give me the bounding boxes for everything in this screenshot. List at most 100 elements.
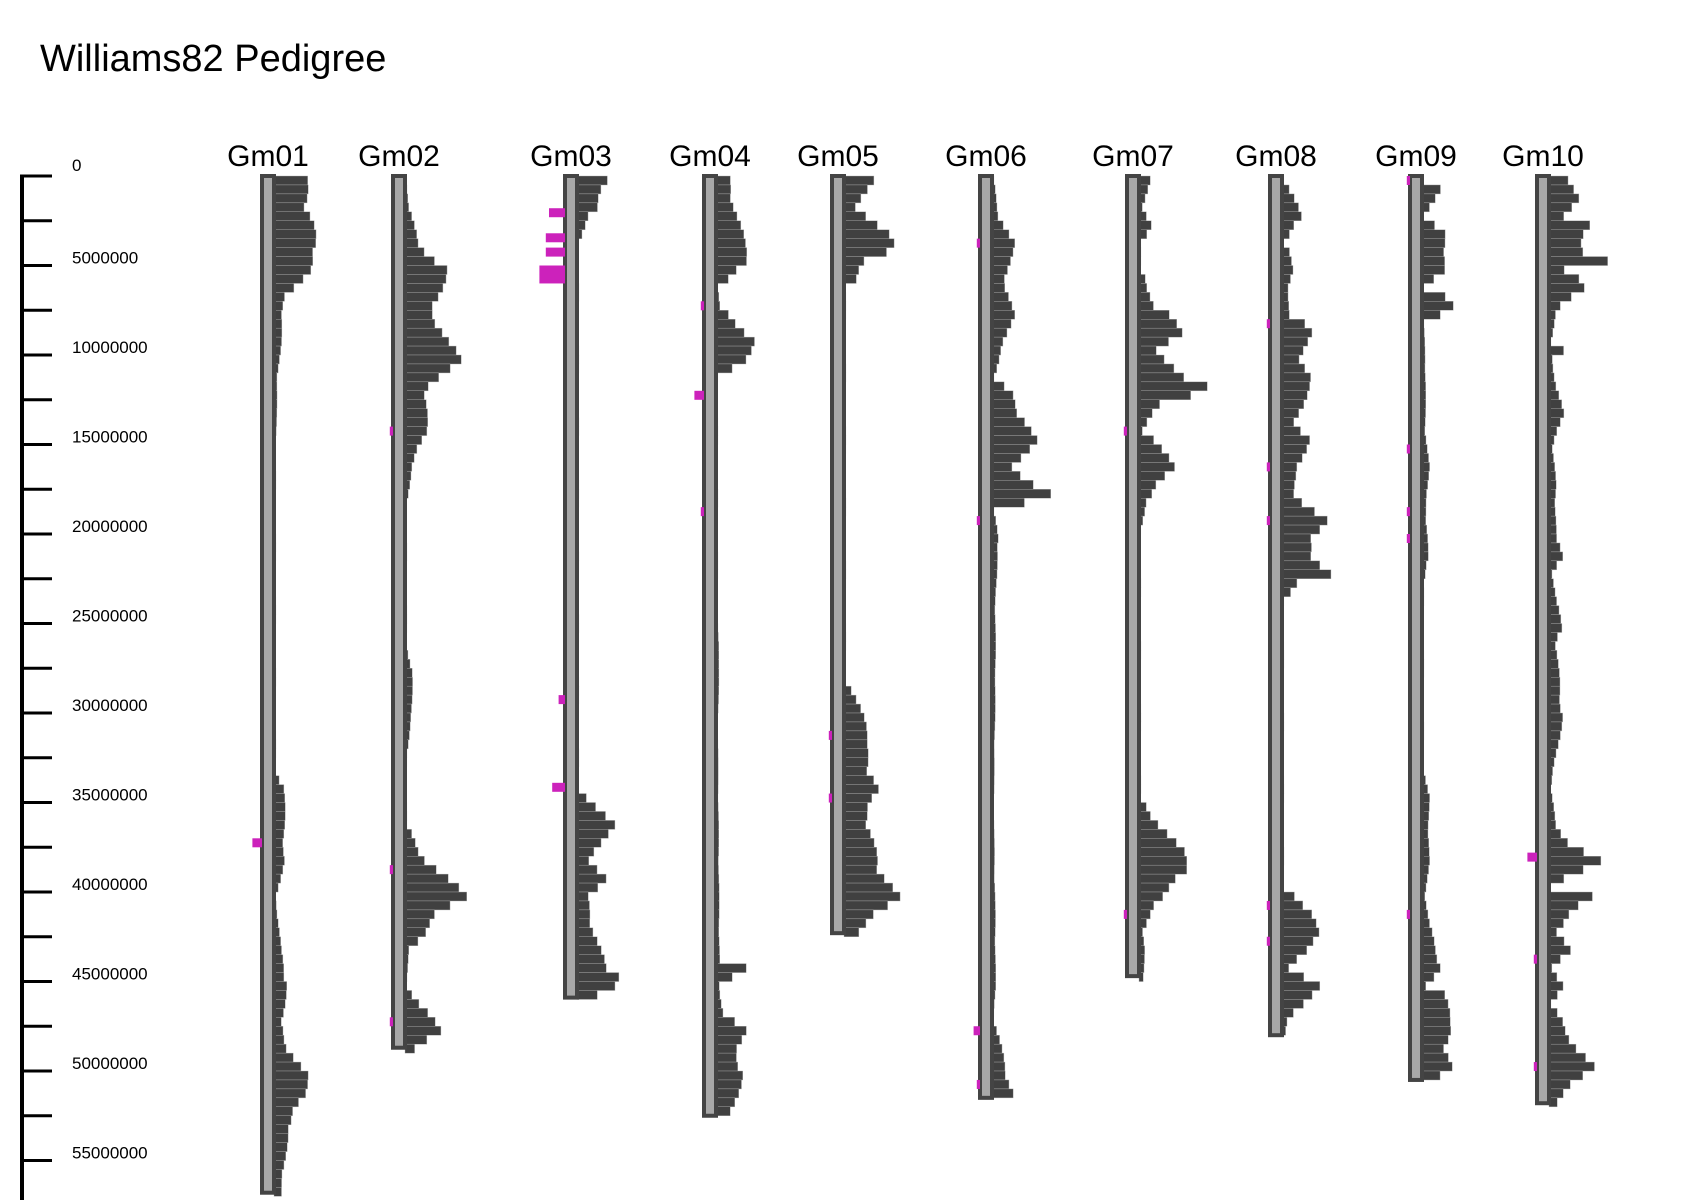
right-density-bar bbox=[843, 909, 874, 920]
left-density-bar bbox=[545, 247, 565, 257]
right-density-bar bbox=[1281, 336, 1309, 347]
right-density-bar bbox=[404, 256, 435, 266]
right-density-bar bbox=[991, 256, 1011, 266]
right-density-bar bbox=[715, 256, 747, 266]
right-density-bar bbox=[843, 211, 866, 222]
right-density-bar bbox=[404, 882, 460, 893]
right-density-bar bbox=[1548, 283, 1585, 293]
right-density-bar bbox=[843, 793, 872, 803]
right-density-bar bbox=[273, 211, 311, 222]
left-density-bar bbox=[1406, 909, 1410, 919]
right-density-bar bbox=[843, 847, 877, 857]
right-density-bar bbox=[1281, 319, 1305, 329]
y-tick-label: 20000000 bbox=[72, 517, 148, 536]
y-tick-label: 15000000 bbox=[72, 428, 148, 447]
right-density-bar bbox=[1281, 918, 1317, 929]
right-density-bar bbox=[1421, 945, 1436, 955]
right-density-bar bbox=[991, 399, 1016, 409]
chromosome-body bbox=[563, 174, 579, 1000]
right-density-bar bbox=[991, 247, 1014, 257]
right-density-bar bbox=[1138, 327, 1183, 338]
right-density-bar bbox=[576, 847, 595, 857]
chromosome-label: Gm01 bbox=[227, 140, 309, 173]
right-density-bar bbox=[843, 712, 865, 723]
right-density-bar bbox=[843, 220, 878, 230]
right-density-bar bbox=[715, 211, 738, 222]
right-density-bar bbox=[576, 184, 602, 195]
right-density-bar bbox=[715, 319, 736, 329]
right-density-bar bbox=[1421, 954, 1438, 964]
left-density-bar bbox=[1527, 852, 1537, 862]
right-density-bar bbox=[1281, 927, 1320, 937]
left-density-bar bbox=[1266, 462, 1270, 472]
right-density-bar bbox=[1548, 408, 1565, 418]
right-density-bar bbox=[404, 247, 425, 257]
right-density-bar bbox=[576, 873, 607, 884]
right-density-bar bbox=[404, 345, 457, 356]
chart-title: Williams82 Pedigree bbox=[40, 38, 387, 80]
right-density-bar bbox=[1281, 345, 1304, 356]
right-density-bar bbox=[1548, 175, 1569, 186]
right-density-bar bbox=[1421, 1070, 1441, 1081]
right-density-bar bbox=[1421, 265, 1445, 275]
left-density-bar bbox=[828, 730, 832, 740]
right-density-bar bbox=[843, 247, 887, 257]
right-density-bar bbox=[273, 229, 317, 239]
right-density-bar bbox=[991, 327, 1008, 338]
right-density-bar bbox=[1548, 193, 1580, 204]
right-density-bar bbox=[576, 972, 620, 982]
right-density-bar bbox=[273, 247, 313, 257]
right-density-bar bbox=[404, 319, 436, 329]
right-density-bar bbox=[843, 811, 868, 821]
right-density-bar bbox=[843, 856, 878, 866]
right-density-bar bbox=[404, 399, 427, 409]
right-density-bar bbox=[715, 1097, 735, 1108]
right-density-bar bbox=[1281, 381, 1310, 392]
right-density-bar bbox=[273, 1079, 308, 1090]
right-density-bar bbox=[843, 703, 861, 714]
right-density-bar bbox=[404, 408, 428, 418]
right-density-bar bbox=[576, 202, 598, 213]
right-density-bar bbox=[843, 927, 860, 937]
right-density-bar bbox=[991, 319, 1012, 329]
left-density-bar bbox=[1123, 426, 1127, 436]
right-density-bar bbox=[1548, 981, 1564, 991]
right-density-bar bbox=[1421, 999, 1449, 1009]
right-density-bar bbox=[1421, 310, 1441, 320]
y-tick-label: 45000000 bbox=[72, 965, 148, 984]
right-density-bar bbox=[843, 193, 862, 204]
right-density-bar bbox=[843, 873, 885, 884]
right-density-bar bbox=[715, 1088, 739, 1099]
right-density-bar bbox=[404, 417, 428, 427]
left-density-bar bbox=[700, 507, 704, 517]
left-density-bar bbox=[976, 238, 980, 248]
left-density-bar bbox=[1123, 909, 1127, 919]
right-density-bar bbox=[715, 202, 734, 213]
right-density-bar bbox=[404, 372, 439, 383]
right-density-bar bbox=[1548, 202, 1572, 213]
right-density-bar bbox=[843, 748, 869, 758]
right-density-bar bbox=[715, 1017, 735, 1027]
right-density-bar bbox=[1281, 506, 1315, 517]
right-density-bar bbox=[1421, 1052, 1449, 1063]
right-density-bar bbox=[1138, 381, 1208, 392]
left-density-bar bbox=[545, 233, 565, 243]
right-density-bar bbox=[1548, 247, 1584, 257]
right-density-bar bbox=[1421, 1026, 1451, 1036]
right-density-bar bbox=[843, 802, 868, 812]
y-tick-label: 5000000 bbox=[72, 249, 138, 268]
left-density-bar bbox=[1406, 176, 1410, 185]
right-density-bar bbox=[404, 909, 435, 920]
left-density-bar bbox=[976, 1079, 980, 1089]
right-density-bar bbox=[1138, 453, 1170, 463]
right-density-bar bbox=[273, 184, 309, 195]
right-density-bar bbox=[1138, 354, 1165, 365]
right-density-bar bbox=[404, 265, 448, 275]
right-density-bar bbox=[991, 435, 1038, 445]
right-density-bar bbox=[991, 301, 1013, 311]
right-density-bar bbox=[404, 918, 430, 929]
right-density-bar bbox=[1548, 229, 1584, 239]
right-density-bar bbox=[404, 873, 449, 884]
right-density-bar bbox=[404, 336, 450, 347]
right-density-bar bbox=[1421, 963, 1441, 973]
